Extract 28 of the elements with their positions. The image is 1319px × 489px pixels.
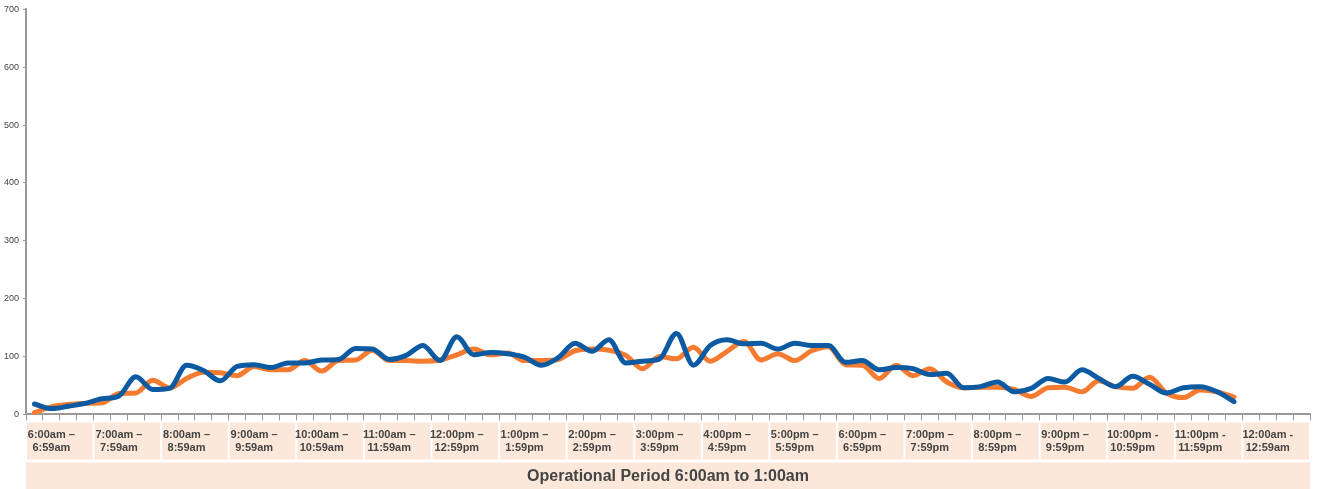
x-tick-label: 11:00am – 11:59am [362, 428, 416, 454]
x-tick-label: 8:00pm – 8:59pm [973, 428, 1022, 454]
x-tick-label: 8:00am – 8:59am [162, 428, 211, 454]
y-tick-label: 700 [3, 3, 20, 14]
x-tick-label: 11:00pm - 11:59pm [1174, 428, 1226, 454]
x-tick-label: 5:00pm – 5:59pm [770, 428, 819, 454]
x-tick-label: 4:00pm – 4:59pm [703, 428, 751, 454]
y-tick-label: 0 [14, 408, 20, 419]
y-tick-label: 600 [3, 61, 20, 72]
x-axis-title: Operational Period 6:00am to 1:00am [527, 466, 809, 484]
y-tick-label: 400 [3, 177, 20, 188]
x-tick-label: 2:00pm – 2:59pm [568, 428, 616, 454]
x-tick-label: 7:00pm – 7:59pm [906, 428, 954, 454]
x-tick-label: 3:00pm – 3:59pm [635, 428, 684, 454]
x-tick-label: 6:00am – 6:59am [27, 428, 75, 454]
x-tick-label: 12:00am - 12:59am [1242, 428, 1294, 454]
y-tick-label: 500 [3, 119, 20, 130]
y-tick-label: 200 [3, 293, 20, 304]
x-tick-label: 7:00am – 7:59am [95, 428, 143, 454]
y-tick-label: 100 [3, 351, 20, 362]
y-tick-label: 300 [3, 235, 20, 246]
x-tick-label: 12:00pm – 12:59pm [429, 428, 484, 454]
x-tick-label: 10:00am – 10:59am [295, 428, 349, 454]
x-tick-label: 1:00pm – 1:59pm [500, 428, 549, 454]
x-tick-label: 9:00am – 9:59am [230, 428, 278, 454]
x-tick-label: 6:00pm – 6:59pm [838, 428, 887, 454]
x-tick-label: 9:00pm – 9:59pm [1041, 428, 1089, 454]
x-tick-label: 10:00pm - 10:59pm [1106, 428, 1159, 454]
